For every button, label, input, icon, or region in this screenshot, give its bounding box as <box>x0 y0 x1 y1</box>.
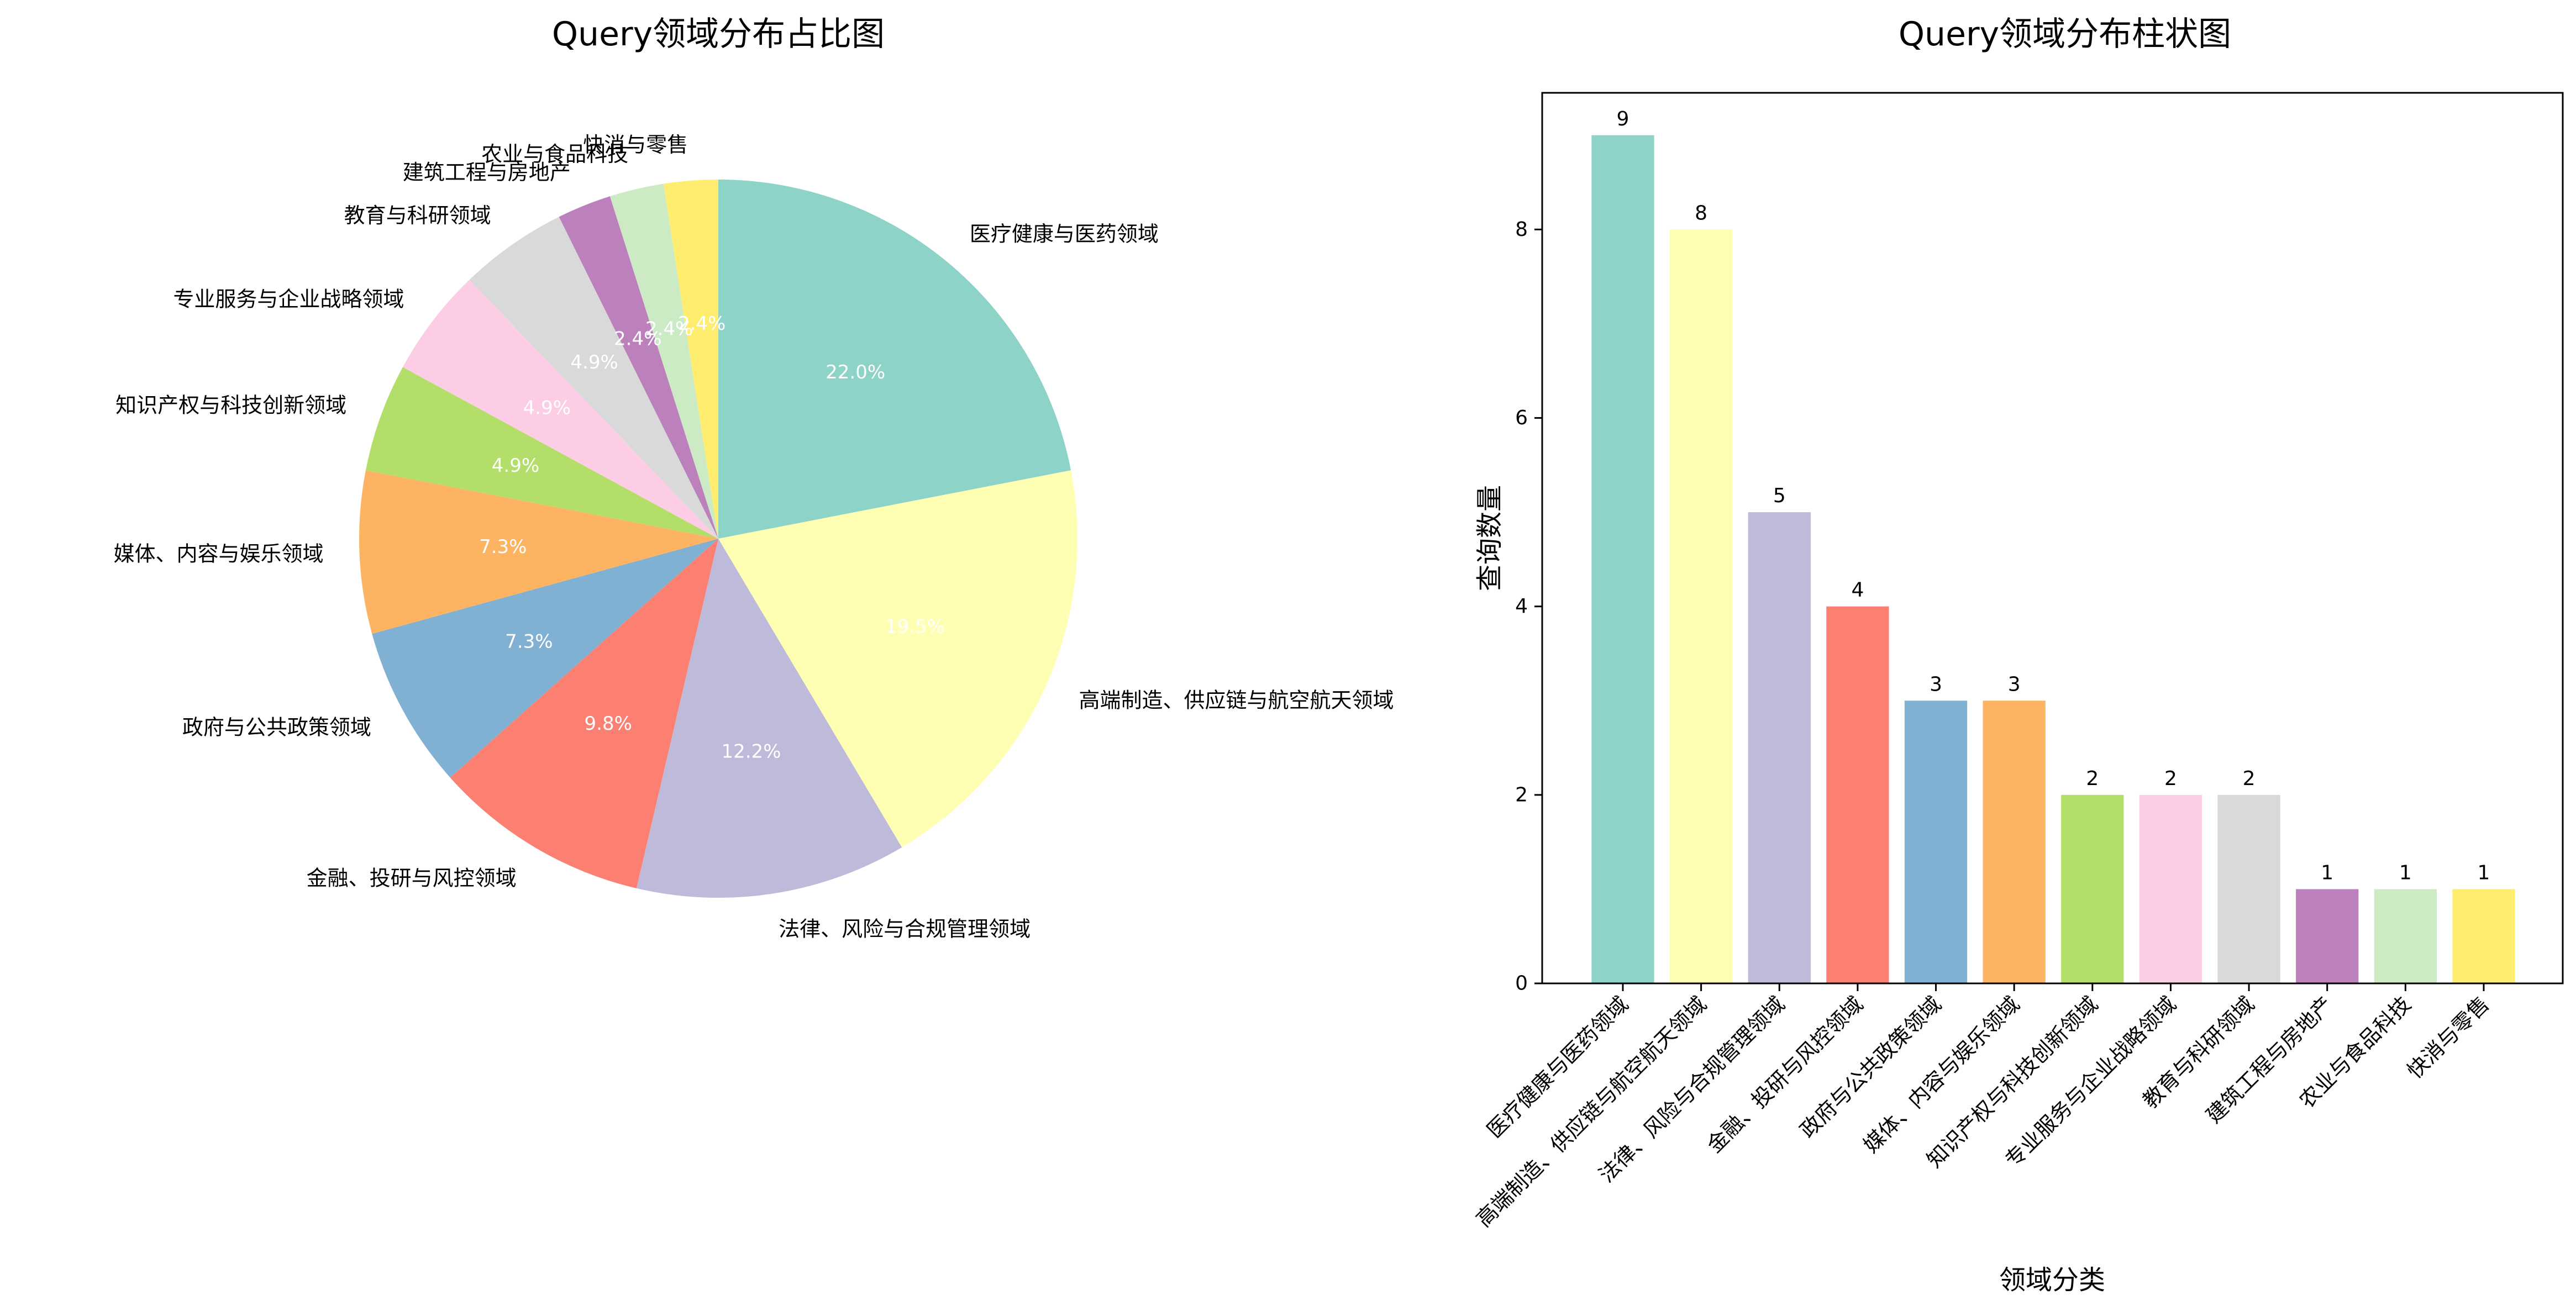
pie-slice <box>450 539 718 888</box>
y-axis: 0 2 4 6 8 <box>1515 218 1542 995</box>
pie-chart-title: Query领域分布占比图 <box>552 15 885 54</box>
bar <box>2296 889 2359 983</box>
pie-percentage-label: 2.4% <box>678 313 726 335</box>
pie-slice <box>359 470 718 634</box>
pie-percentage-label: 12.2% <box>722 740 781 762</box>
bar <box>1591 135 1654 983</box>
pie-slice <box>636 539 902 898</box>
pie-category-label: 教育与科研领域 <box>344 203 491 228</box>
bar-value-label: 1 <box>2478 861 2490 884</box>
pie-category-label: 知识产权与科技创新领域 <box>115 393 346 417</box>
pie-slices <box>359 180 1077 898</box>
pie-slice <box>718 180 1071 539</box>
pie-category-label: 法律、风险与合规管理领域 <box>779 917 1031 941</box>
bar-series <box>1591 135 2515 984</box>
pie-percentage-label: 4.9% <box>570 351 618 373</box>
bar <box>1748 512 1811 983</box>
y-tick-label: 0 <box>1515 972 1528 995</box>
bar <box>2452 889 2515 983</box>
bar <box>1904 701 1968 983</box>
pie-percentage-label: 22.0% <box>826 361 885 383</box>
pie-percentage-label: 2.4% <box>614 328 661 350</box>
y-tick-label: 4 <box>1515 595 1528 618</box>
bar-value-label: 2 <box>2243 767 2256 790</box>
bar-value-label: 2 <box>2086 767 2099 790</box>
pie-percentage-labels: 22.0%19.5%12.2%9.8%7.3%7.3%4.9%4.9%4.9%2… <box>479 313 945 762</box>
pie-percentage-label: 4.9% <box>523 397 571 419</box>
x-axis-label: 领域分类 <box>1999 1265 2105 1296</box>
bar-value-label: 5 <box>1773 485 1786 507</box>
bar <box>1826 606 1889 983</box>
bar-value-label: 2 <box>2164 767 2177 790</box>
pie-slice <box>365 367 718 539</box>
pie-category-label: 政府与公共政策领域 <box>182 715 371 740</box>
bar-value-labels: 9 8 5 4 3 3 2 2 2 1 1 1 <box>1617 108 2490 884</box>
pie-slice <box>469 217 718 539</box>
pie-slice <box>663 180 718 539</box>
pie-percentage-label: 2.4% <box>645 318 693 340</box>
bar <box>1983 701 2046 983</box>
pie-category-label: 媒体、内容与娱乐领域 <box>114 541 324 566</box>
bar <box>2139 794 2202 983</box>
y-tick-label: 8 <box>1515 218 1528 241</box>
y-axis-label: 查询数量 <box>1474 485 1505 591</box>
bar-value-label: 3 <box>1930 673 1942 696</box>
pie-slice <box>372 539 718 778</box>
bar-value-label: 1 <box>2321 861 2333 884</box>
pie-category-label: 金融、投研与风控领域 <box>307 866 517 891</box>
pie-slice <box>402 280 718 539</box>
bar-value-label: 4 <box>1851 579 1864 602</box>
y-tick-label: 2 <box>1515 783 1528 806</box>
y-tick-label: 6 <box>1515 407 1528 429</box>
pie-slice <box>718 470 1077 847</box>
bar <box>2374 889 2437 983</box>
pie-percentage-label: 7.3% <box>479 536 527 558</box>
bar-value-label: 3 <box>2008 673 2021 696</box>
bar <box>1669 229 1733 984</box>
bar <box>2061 794 2124 983</box>
plot-area-frame <box>1541 92 2564 984</box>
pie-category-label: 专业服务与企业战略领域 <box>173 287 404 312</box>
pie-category-label: 医疗健康与医药领域 <box>970 222 1159 246</box>
pie-category-label: 建筑工程与房地产 <box>403 160 571 185</box>
bar-value-label: 8 <box>1695 202 1707 224</box>
pie-chart-panel: Query领域分布占比图 22.0% 19.5% 12.2% 9.8% 7.3% 7.3%… <box>114 15 1394 941</box>
pie-category-label: 快消与零售 <box>583 133 688 157</box>
bar-value-label: 1 <box>2399 861 2412 884</box>
bar-value-label: 9 <box>1617 108 1629 130</box>
pie-percentage-label: 19.5% <box>885 616 945 638</box>
bar-chart-title: Query领域分布柱状图 <box>1899 15 2231 54</box>
pie-category-label: 农业与食品科技 <box>481 142 628 166</box>
pie-percentage-label: 4.9% <box>492 455 539 477</box>
pie-slice <box>609 183 718 539</box>
pie-category-label: 高端制造、供应链与航空航天领域 <box>1079 688 1394 712</box>
pie-percentage-label: 9.8% <box>585 713 632 735</box>
bar <box>2217 794 2280 983</box>
pie-slice <box>559 196 718 539</box>
pie-percentage-label: 7.3% <box>505 630 553 652</box>
